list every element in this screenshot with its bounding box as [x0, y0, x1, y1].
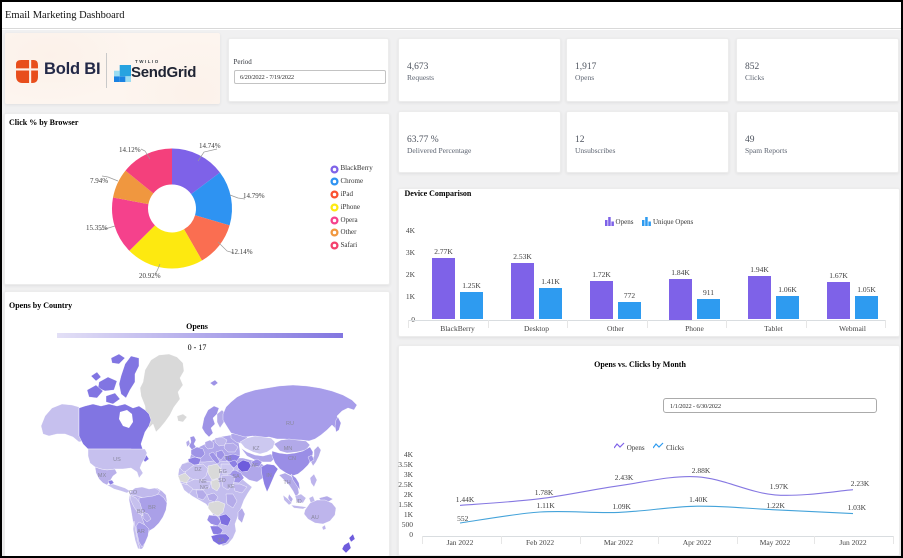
- svg-text:AU: AU: [311, 515, 319, 521]
- svg-text:BR: BR: [148, 505, 156, 511]
- svg-text:BO: BO: [137, 509, 146, 515]
- svg-text:KZ: KZ: [252, 446, 260, 452]
- svg-text:ID: ID: [296, 499, 302, 505]
- svg-text:US: US: [113, 457, 121, 463]
- svg-text:AR: AR: [137, 529, 145, 535]
- svg-text:NG: NG: [200, 485, 208, 491]
- svg-text:AF: AF: [251, 463, 259, 469]
- svg-text:CO: CO: [129, 490, 138, 496]
- svg-text:SD: SD: [218, 478, 226, 484]
- svg-text:EG: EG: [219, 469, 227, 475]
- svg-text:CN: CN: [288, 456, 296, 462]
- svg-text:MX: MX: [98, 473, 107, 479]
- svg-text:KE: KE: [227, 484, 235, 490]
- svg-text:SA: SA: [232, 474, 240, 480]
- svg-text:IN: IN: [266, 473, 272, 479]
- svg-text:RU: RU: [286, 421, 294, 427]
- svg-text:NE: NE: [199, 479, 207, 485]
- svg-text:MN: MN: [284, 446, 293, 452]
- svg-text:ZA: ZA: [217, 538, 224, 544]
- svg-text:TH: TH: [283, 480, 290, 486]
- svg-text:DZ: DZ: [194, 467, 202, 473]
- svg-text:TR: TR: [224, 456, 231, 462]
